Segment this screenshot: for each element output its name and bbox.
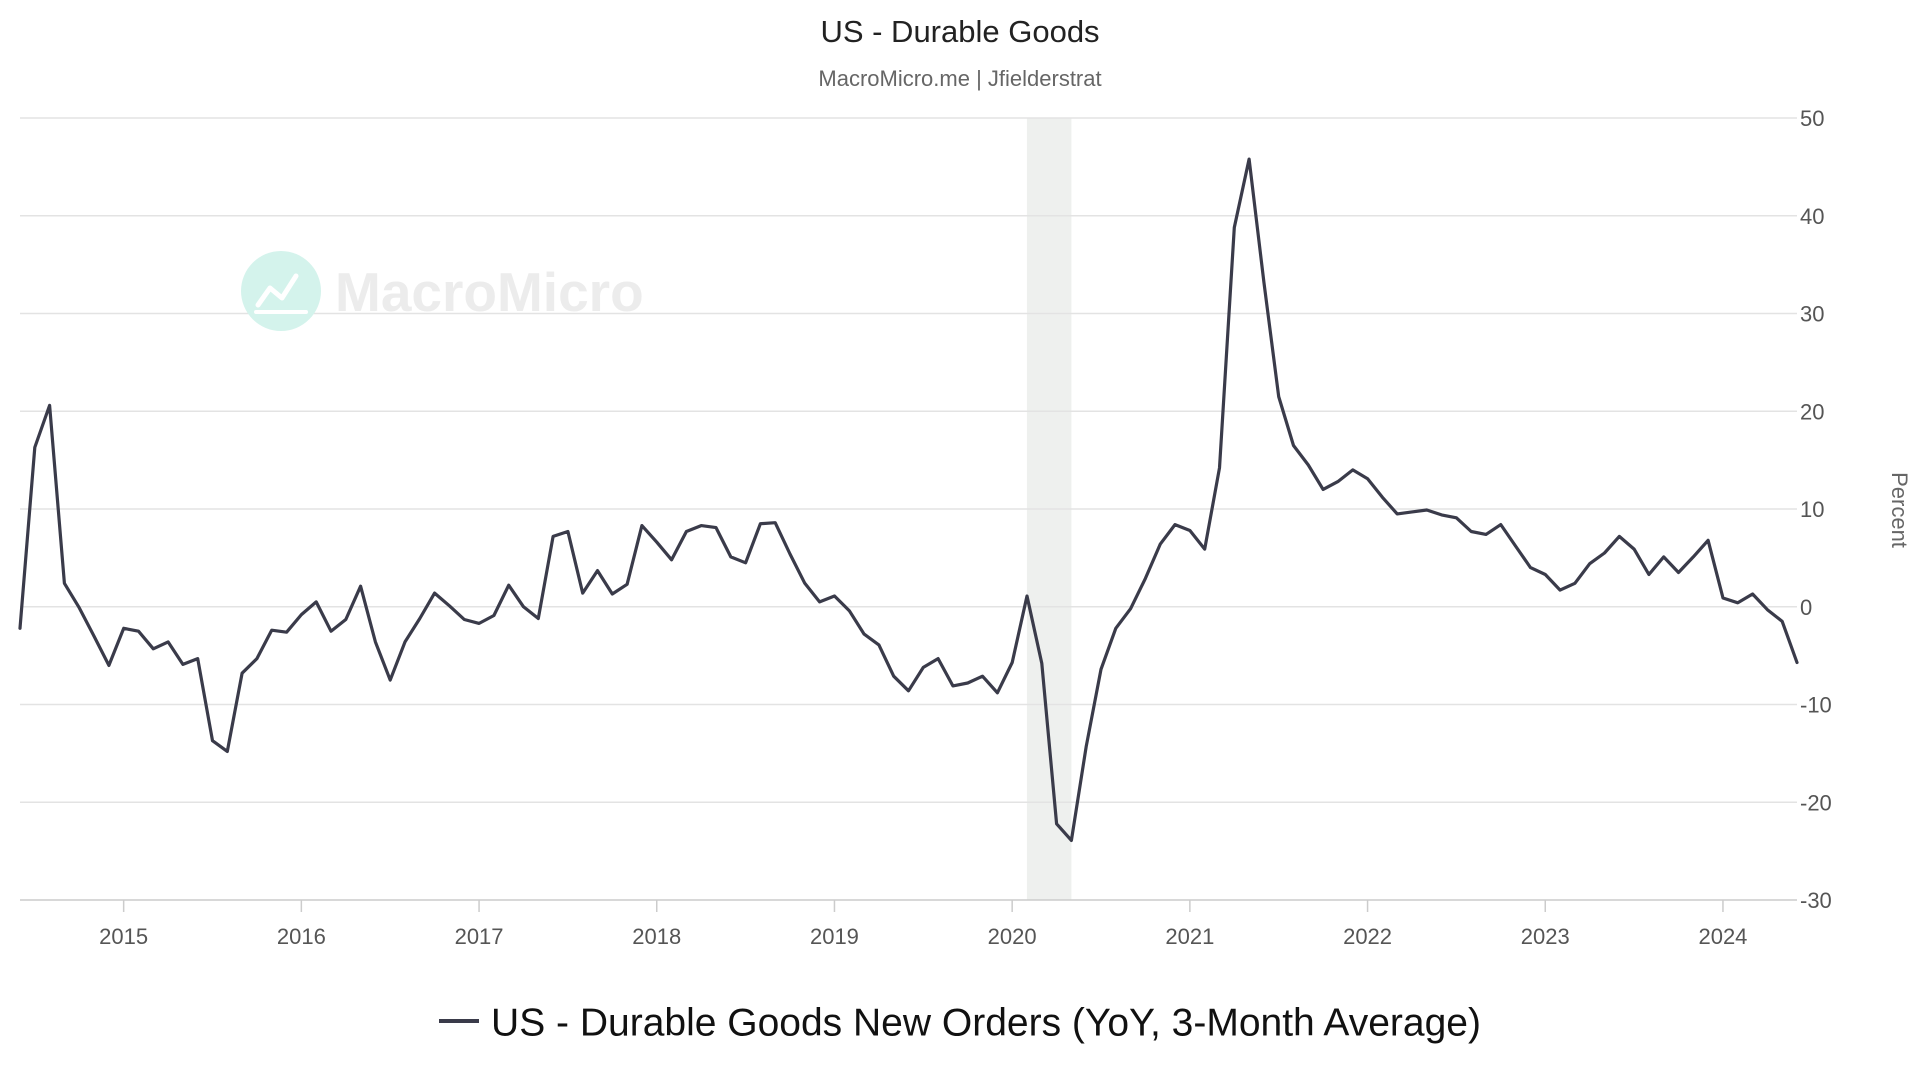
legend-swatch: [439, 1018, 480, 1023]
watermark-logo-text: MacroMicro: [335, 261, 644, 323]
y-tick-label: -30: [1800, 888, 1832, 913]
chart-legend[interactable]: US - Durable Goods New Orders (YoY, 3-Mo…: [0, 1000, 1920, 1046]
x-tick-label: 2018: [632, 924, 681, 949]
x-tick-label: 2021: [1165, 924, 1214, 949]
y-tick-label: 40: [1800, 204, 1824, 229]
x-tick-label: 2017: [455, 924, 504, 949]
y-axis-label: Percent: [1887, 472, 1912, 548]
chart-subtitle: MacroMicro.me | Jfielderstrat: [818, 66, 1102, 91]
y-tick-label: 10: [1800, 497, 1824, 522]
x-tick-label: 2015: [99, 924, 148, 949]
macromicro-watermark: MacroMicro: [241, 251, 644, 331]
y-tick-label: -10: [1800, 693, 1832, 718]
chart-title: US - Durable Goods: [820, 14, 1100, 49]
x-tick-label: 2023: [1521, 924, 1570, 949]
chart-plot-area: MacroMicro 50 40 30 20 10 0 -10 -20 -30 2015 2016 2…: [18, 106, 1912, 949]
watermark-logo-icon: [241, 251, 321, 331]
series-line: [18, 157, 1799, 843]
y-tick-label: -20: [1800, 790, 1832, 815]
x-tick-label: 2016: [277, 924, 326, 949]
x-tick-label: 2022: [1343, 924, 1392, 949]
x-tick-label: 2024: [1698, 924, 1747, 949]
x-tick-label: 2019: [810, 924, 859, 949]
y-tick-label: 20: [1800, 399, 1824, 424]
y-tick-label: 50: [1800, 106, 1824, 131]
x-tick-label: 2020: [988, 924, 1037, 949]
legend-label: US - Durable Goods New Orders (YoY, 3-Mo…: [491, 1001, 1481, 1045]
y-tick-label: 0: [1800, 595, 1812, 620]
y-tick-label: 30: [1800, 302, 1824, 327]
